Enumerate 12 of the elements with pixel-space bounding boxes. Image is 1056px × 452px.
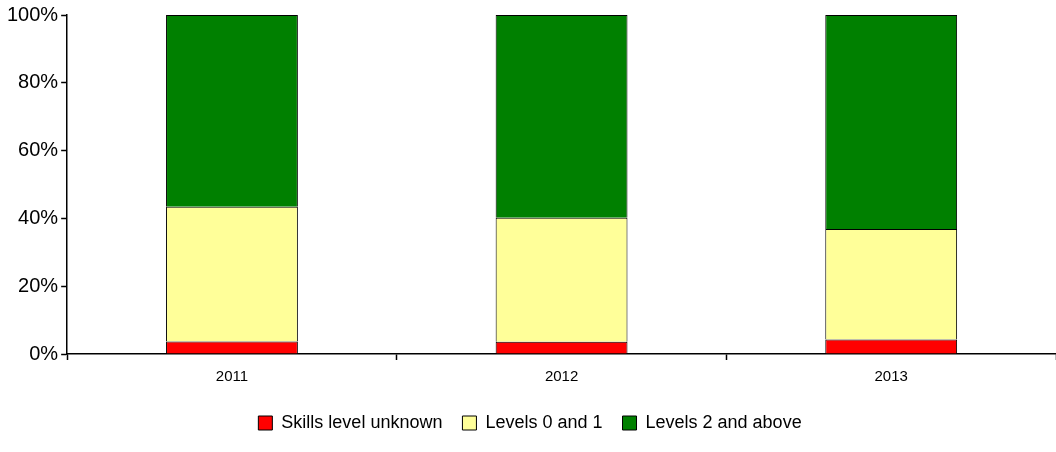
- legend-label: Levels 2 and above: [645, 411, 802, 432]
- y-tick-label: 0%: [29, 341, 59, 364]
- legend-label: Levels 0 and 1: [485, 411, 603, 432]
- y-tick-label: 80%: [18, 70, 59, 93]
- x-tick-label: 2013: [874, 367, 908, 385]
- y-tick-label: 100%: [7, 2, 59, 25]
- x-tick-label: 2012: [544, 367, 579, 385]
- y-tick-label: 40%: [18, 205, 59, 228]
- y-tick-label: 20%: [18, 273, 59, 296]
- x-tick-label: 2011: [215, 367, 249, 385]
- y-tick-label: 60%: [18, 138, 59, 161]
- legend-label: Skills level unknown: [281, 411, 443, 432]
